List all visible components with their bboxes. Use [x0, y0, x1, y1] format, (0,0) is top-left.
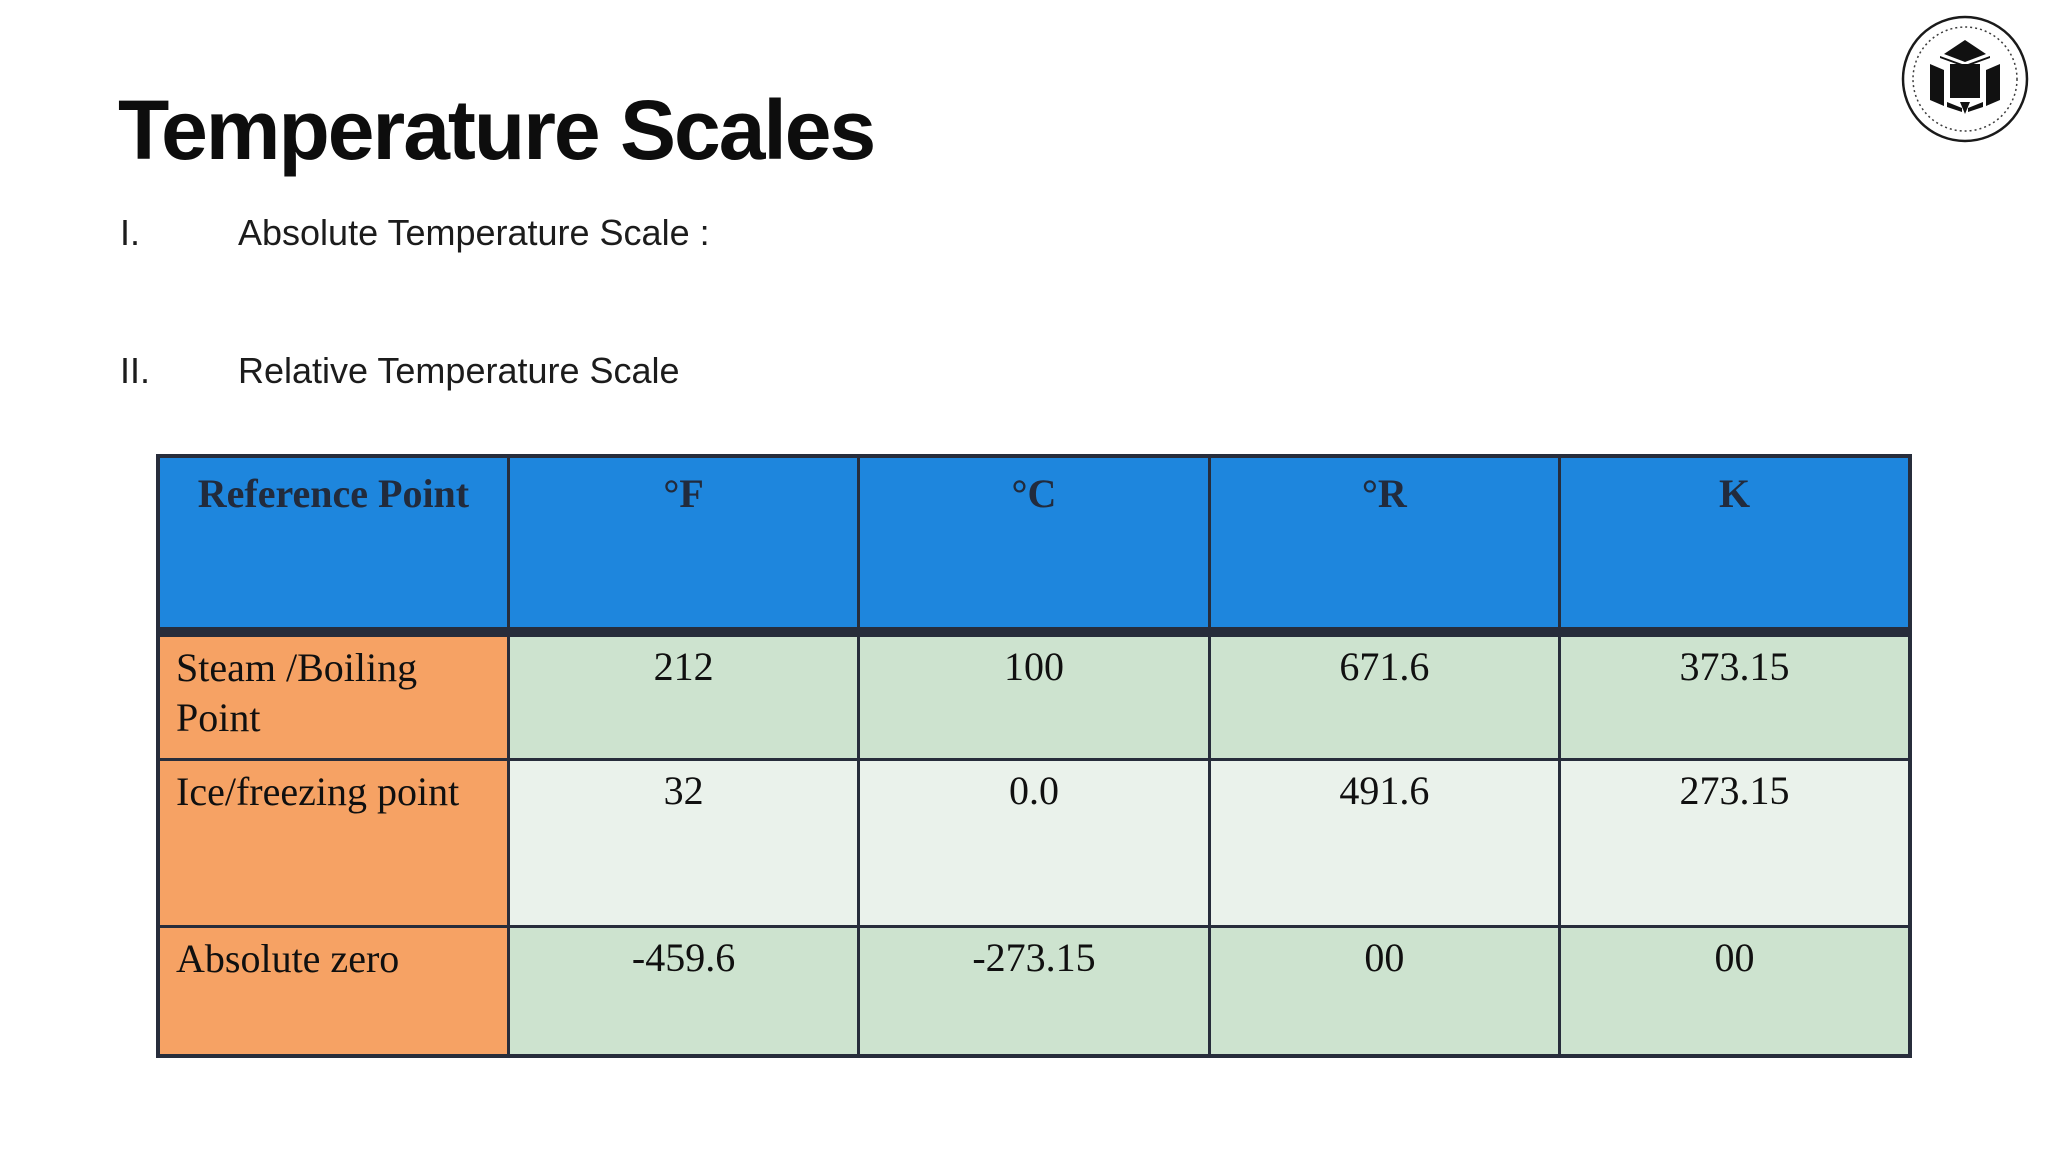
list-item-absolute-scale: I. Absolute Temperature Scale : [120, 212, 710, 254]
value-cell: 373.15 [1558, 630, 1912, 762]
list-numeral: II. [120, 350, 151, 391]
page-title: Temperature Scales [118, 83, 876, 177]
institution-seal-logo [1900, 14, 2030, 144]
header-row: Reference Point °F °C °R K [156, 454, 1912, 637]
row-label-cell: Steam /Boiling Point [156, 630, 510, 762]
header-cell-celsius: °C [857, 454, 1211, 637]
value-cell: 0.0 [857, 758, 1211, 928]
list-item-relative-scale: II. Relative Temperature Scale [120, 350, 710, 392]
value-cell: 32 [506, 758, 861, 928]
list-item-label: Relative Temperature Scale [238, 350, 680, 391]
value-cell: -273.15 [857, 924, 1211, 1058]
numbered-list: I. Absolute Temperature Scale : II. Rela… [120, 212, 710, 392]
list-item-label: Absolute Temperature Scale : [238, 212, 710, 253]
header-cell-rankine: °R [1207, 454, 1562, 637]
header-cell-fahrenheit: °F [506, 454, 861, 637]
value-cell: 671.6 [1207, 630, 1562, 762]
value-cell: 100 [857, 630, 1211, 762]
value-cell: 00 [1558, 924, 1912, 1058]
table-row-ice-freezing-point: Ice/freezing point 32 0.0 491.6 273.15 [156, 758, 1912, 928]
seal-icon [1901, 15, 2029, 143]
header-cell-kelvin: K [1558, 454, 1912, 637]
header-cell-reference-point: Reference Point [156, 454, 510, 637]
row-label-cell: Ice/freezing point [156, 758, 510, 928]
list-numeral: I. [120, 212, 141, 253]
table-row-steam-boiling-point: Steam /Boiling Point 212 100 671.6 373.1… [156, 630, 1912, 762]
value-cell: -459.6 [506, 924, 861, 1058]
row-label-cell: Absolute zero [156, 924, 510, 1058]
temperature-scales-table: Reference Point °F °C °R K Steam /Boilin… [156, 454, 1912, 1058]
value-cell: 212 [506, 630, 861, 762]
value-cell: 00 [1207, 924, 1562, 1058]
value-cell: 491.6 [1207, 758, 1562, 928]
table-row-absolute-zero: Absolute zero -459.6 -273.15 00 00 [156, 924, 1912, 1058]
value-cell: 273.15 [1558, 758, 1912, 928]
